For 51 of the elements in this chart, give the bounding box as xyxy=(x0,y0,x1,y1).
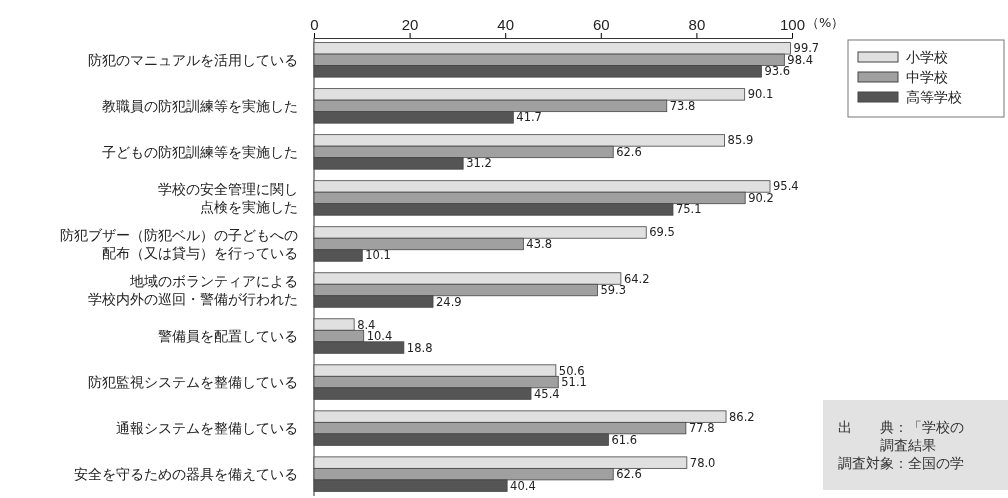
legend-label: 小学校 xyxy=(906,49,948,65)
data-label: 95.4 xyxy=(773,179,799,194)
data-label: 10.1 xyxy=(365,248,391,263)
data-label: 41.7 xyxy=(516,110,542,125)
data-label: 93.6 xyxy=(764,64,791,79)
data-label: 85.9 xyxy=(727,133,754,148)
data-label: 62.6 xyxy=(616,467,642,482)
x-tick-label: 40 xyxy=(497,16,515,33)
x-tick-label: 100 xyxy=(779,16,806,33)
y-tick-label: 教職員の防犯訓練等を実施した xyxy=(102,97,298,114)
data-label: 90.2 xyxy=(748,190,774,205)
x-tick-label: 60 xyxy=(592,16,610,33)
y-tick-label: 学校の安全管理に関し点検を実施した xyxy=(158,180,298,215)
y-tick-label: 通報システムを整備している xyxy=(116,420,298,437)
x-tick-label: 20 xyxy=(401,16,419,33)
x-axis-title: （%） xyxy=(806,15,845,30)
data-label: 43.8 xyxy=(526,236,552,251)
data-label: 10.4 xyxy=(366,329,393,344)
legend-label: 高等学校 xyxy=(906,89,962,105)
y-tick-label: 安全を守るための器具を備えている xyxy=(74,466,298,483)
y-tick-label: 地域のボランティアによる学校内外の巡回・警備が行われた xyxy=(88,273,298,308)
data-label: 45.4 xyxy=(534,386,560,401)
data-label: 50.6 xyxy=(558,363,585,378)
data-label: 62.6 xyxy=(616,144,642,159)
data-label: 73.8 xyxy=(669,98,696,113)
x-tick-label: 80 xyxy=(688,16,706,33)
y-tick-label: 子どもの防犯訓練等を実施した xyxy=(102,143,298,160)
data-label: 31.2 xyxy=(466,156,492,171)
y-tick-label: 防犯ブザー（防犯ベル）の子どもへの配布（又は貸与）を行っている xyxy=(60,226,298,261)
data-label: 40.4 xyxy=(510,478,536,493)
data-label: 86.2 xyxy=(729,409,755,424)
data-label: 59.3 xyxy=(600,283,627,298)
data-label: 18.8 xyxy=(406,340,433,355)
x-tick-label: 0 xyxy=(310,16,319,33)
text: 調査結果 xyxy=(880,437,936,453)
y-tick-label: 防犯のマニュアルを活用している xyxy=(88,51,298,68)
text: 調査対象：全国の学 xyxy=(838,455,964,471)
y-tick-label: 警備員を配置している xyxy=(158,328,298,345)
data-label: 90.1 xyxy=(747,87,774,102)
text: 出 典：「学校の xyxy=(838,419,964,435)
data-label: 24.9 xyxy=(436,294,462,309)
data-label: 77.8 xyxy=(688,421,715,436)
data-label: 8.4 xyxy=(357,317,376,332)
legend-label: 中学校 xyxy=(906,69,948,85)
data-label: 64.2 xyxy=(623,271,650,286)
data-label: 75.1 xyxy=(675,202,702,217)
y-tick-label: 防犯監視システムを整備している xyxy=(88,374,298,391)
data-label: 51.1 xyxy=(561,375,587,390)
data-label: 61.6 xyxy=(611,432,638,447)
data-label: 69.5 xyxy=(649,225,675,240)
data-label: 78.0 xyxy=(689,455,716,470)
